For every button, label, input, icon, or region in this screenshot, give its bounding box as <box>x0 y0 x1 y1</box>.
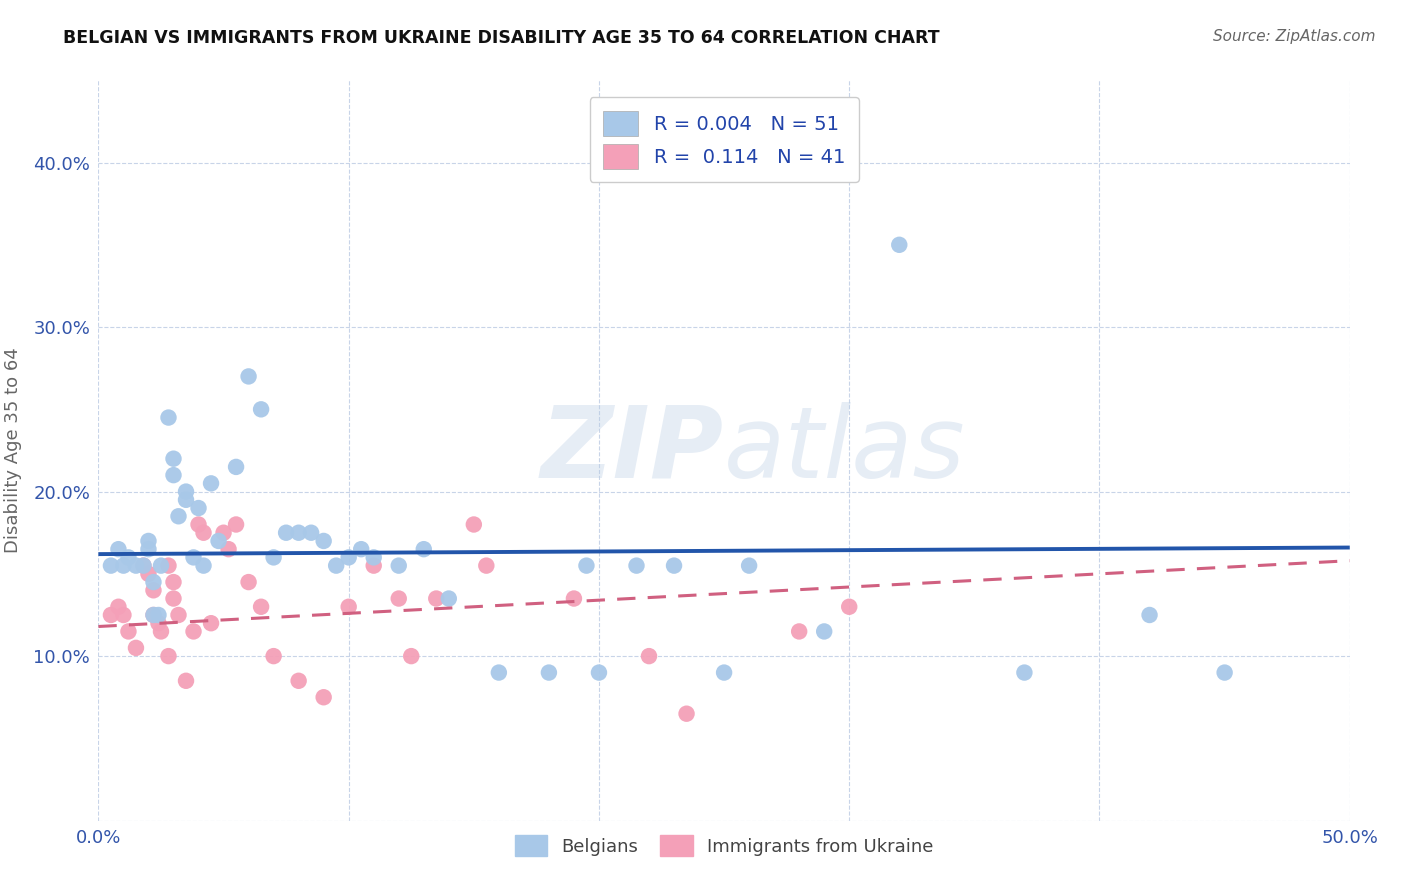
Point <box>138 566 160 581</box>
Point <box>183 550 205 565</box>
Point <box>238 575 260 590</box>
Point <box>193 558 215 573</box>
Point <box>212 525 235 540</box>
Y-axis label: Disability Age 35 to 64: Disability Age 35 to 64 <box>4 348 22 553</box>
Point <box>187 517 209 532</box>
Point <box>112 607 135 622</box>
Point <box>662 558 685 573</box>
Point <box>112 558 135 573</box>
Point <box>100 558 122 573</box>
Point <box>207 533 229 548</box>
Text: atlas: atlas <box>724 402 966 499</box>
Point <box>889 237 911 252</box>
Point <box>157 649 180 664</box>
Point <box>363 558 385 573</box>
Text: ZIP: ZIP <box>541 402 724 499</box>
Point <box>117 624 139 639</box>
Point <box>1014 665 1036 680</box>
Point <box>738 558 761 573</box>
Point <box>250 402 273 417</box>
Point <box>388 558 411 573</box>
Point <box>200 616 222 631</box>
Point <box>588 665 610 680</box>
Point <box>174 673 197 688</box>
Point <box>263 649 285 664</box>
Point <box>337 550 360 565</box>
Point <box>475 558 498 573</box>
Point <box>575 558 598 573</box>
Point <box>148 616 170 631</box>
Point <box>187 501 209 516</box>
Point <box>150 624 173 639</box>
Point <box>162 591 184 606</box>
Point <box>167 607 190 622</box>
Point <box>183 624 205 639</box>
Point <box>107 599 129 614</box>
Point <box>138 542 160 557</box>
Point <box>325 558 347 573</box>
Point <box>200 476 222 491</box>
Point <box>537 665 560 680</box>
Point <box>437 591 460 606</box>
Point <box>675 706 697 721</box>
Point <box>626 558 648 573</box>
Point <box>132 558 155 573</box>
Point <box>813 624 835 639</box>
Point <box>125 640 148 655</box>
Point <box>638 649 661 664</box>
Point <box>787 624 810 639</box>
Point <box>132 558 155 573</box>
Point <box>225 517 247 532</box>
Point <box>312 533 335 548</box>
Point <box>287 673 309 688</box>
Point <box>299 525 322 540</box>
Point <box>157 410 180 425</box>
Point <box>193 525 215 540</box>
Point <box>274 525 298 540</box>
Point <box>713 665 735 680</box>
Point <box>150 558 173 573</box>
Text: BELGIAN VS IMMIGRANTS FROM UKRAINE DISABILITY AGE 35 TO 64 CORRELATION CHART: BELGIAN VS IMMIGRANTS FROM UKRAINE DISAB… <box>63 29 939 46</box>
Point <box>162 451 184 466</box>
Point <box>238 369 260 384</box>
Point <box>117 550 139 565</box>
Point <box>157 558 180 573</box>
Point <box>412 542 434 557</box>
Point <box>562 591 585 606</box>
Point <box>148 607 170 622</box>
Point <box>125 558 148 573</box>
Point <box>488 665 510 680</box>
Point <box>1213 665 1236 680</box>
Point <box>100 607 122 622</box>
Point <box>401 649 423 664</box>
Point <box>167 509 190 524</box>
Point <box>287 525 309 540</box>
Legend: Belgians, Immigrants from Ukraine: Belgians, Immigrants from Ukraine <box>508 828 941 863</box>
Point <box>1139 607 1161 622</box>
Point <box>388 591 411 606</box>
Point <box>363 550 385 565</box>
Point <box>174 484 197 499</box>
Text: Source: ZipAtlas.com: Source: ZipAtlas.com <box>1212 29 1375 44</box>
Point <box>138 533 160 548</box>
Point <box>250 599 273 614</box>
Point <box>312 690 335 705</box>
Point <box>225 459 247 474</box>
Point <box>218 542 240 557</box>
Point <box>162 575 184 590</box>
Point <box>263 550 285 565</box>
Point <box>107 542 129 557</box>
Point <box>337 599 360 614</box>
Point <box>425 591 447 606</box>
Point <box>838 599 860 614</box>
Point <box>162 468 184 483</box>
Point <box>350 542 373 557</box>
Point <box>142 607 165 622</box>
Point <box>463 517 485 532</box>
Point <box>142 583 165 598</box>
Point <box>174 492 197 507</box>
Point <box>142 575 165 590</box>
Point <box>142 607 165 622</box>
